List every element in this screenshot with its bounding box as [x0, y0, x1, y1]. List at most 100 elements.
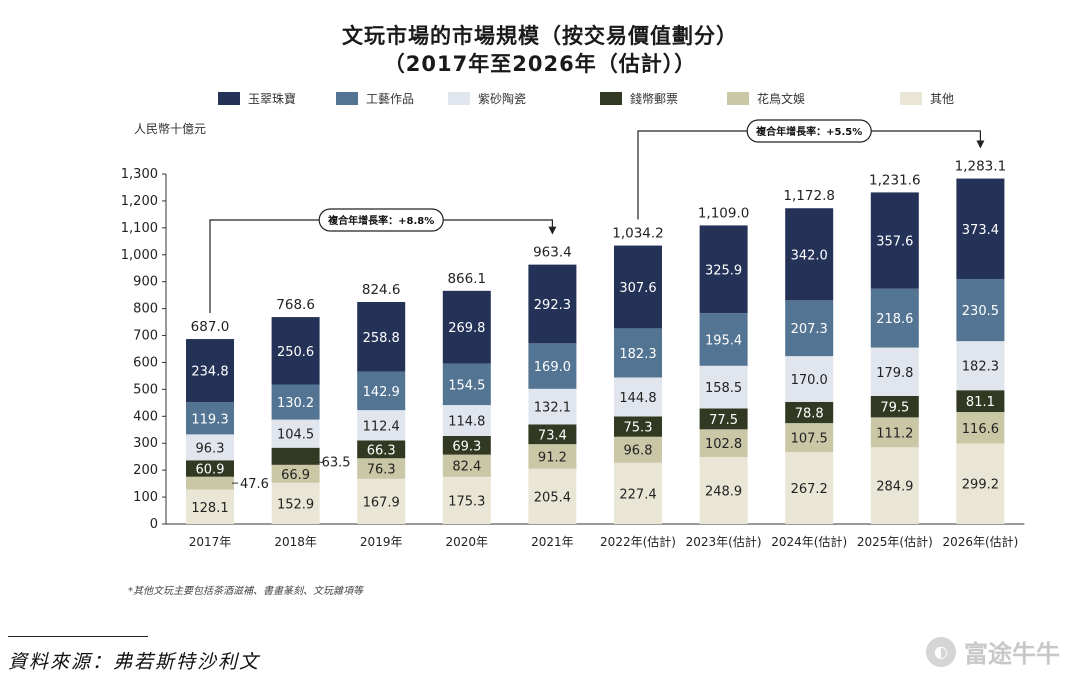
legend-item: 玉翠珠寶 — [218, 90, 296, 107]
cagr-callout-box — [318, 208, 444, 232]
bar-segment — [956, 178, 1005, 280]
bar-segment — [699, 429, 748, 457]
data-label: 179.8 — [876, 366, 913, 381]
bar-segment — [785, 452, 834, 524]
bar-segment — [614, 436, 662, 463]
legend: 玉翠珠寶 工藝作品 紫砂陶瓷 錢幣郵票 花鳥文娛 其他 — [0, 90, 1080, 110]
total-label: 1,172.8 — [783, 188, 835, 204]
y-tick-label: 600 — [133, 355, 158, 370]
bar-segment — [186, 460, 234, 477]
data-label: 73.4 — [538, 428, 567, 443]
cagr-arrowhead — [548, 226, 557, 235]
legend-swatch — [448, 92, 470, 105]
bar-segment — [614, 245, 662, 329]
cagr-arrowhead — [976, 140, 985, 149]
data-label: 96.8 — [624, 444, 653, 459]
bar-segment — [699, 313, 748, 366]
x-tick-label: 2017年 — [189, 535, 232, 549]
data-label: 102.8 — [705, 437, 742, 452]
bar-segment — [956, 390, 1005, 413]
bar-segment — [870, 395, 919, 418]
bar-segment — [357, 410, 406, 441]
data-label: 267.2 — [791, 482, 828, 497]
data-label: 169.0 — [534, 360, 571, 375]
cagr-bracket — [209, 219, 554, 314]
legend-label: 工藝作品 — [366, 92, 415, 106]
data-label: 227.4 — [619, 487, 656, 502]
footnote: *其他文玩主要包括茶酒滋補、書畫篆刻、文玩雜項等 — [128, 586, 363, 597]
bar-segment — [699, 408, 748, 430]
watermark-text: 富途牛牛 — [964, 640, 1060, 668]
legend-swatch — [218, 92, 240, 105]
x-tick-label: 2019年 — [360, 535, 403, 549]
data-label: 66.3 — [367, 443, 396, 458]
y-tick-label: 1,200 — [121, 194, 158, 209]
bar-segment — [186, 489, 234, 524]
bar-segment — [528, 468, 577, 524]
bar-segment — [442, 435, 491, 455]
y-tick-label: 800 — [133, 302, 158, 317]
bar-segment — [442, 290, 491, 364]
y-tick-label: 1,100 — [121, 221, 158, 236]
data-label: 142.9 — [363, 385, 400, 400]
data-label: 78.8 — [795, 407, 824, 422]
bar-segment — [271, 317, 320, 385]
data-label: 79.5 — [880, 401, 909, 416]
x-tick-label: 2020年 — [446, 535, 489, 549]
data-label: 144.8 — [619, 391, 656, 406]
bar-segment — [357, 458, 406, 479]
source-divider — [8, 636, 148, 637]
y-tick-label: 700 — [133, 329, 158, 344]
bar-segment — [699, 365, 748, 409]
data-label: 170.0 — [791, 373, 828, 388]
cagr-bracket — [637, 130, 982, 220]
legend-label: 錢幣郵票 — [630, 92, 679, 106]
data-label: 96.3 — [196, 441, 225, 456]
bar-segment — [614, 416, 662, 437]
bar-segment — [528, 424, 577, 445]
bar-segment — [870, 447, 919, 524]
y-tick-label: 1,000 — [121, 248, 158, 263]
legend-swatch — [900, 92, 922, 105]
data-label: 292.3 — [534, 298, 571, 313]
data-label: 167.9 — [363, 495, 400, 510]
y-tick-label: 400 — [133, 409, 158, 424]
data-label: 112.4 — [363, 419, 400, 434]
data-label: 111.2 — [876, 426, 913, 441]
y-tick-label: 100 — [133, 490, 158, 505]
bar-segment — [870, 347, 919, 396]
x-tick-label: 2021年 — [531, 535, 574, 549]
bar-segment — [956, 443, 1005, 524]
bar-segment — [528, 343, 577, 389]
data-label: 119.3 — [191, 412, 228, 427]
data-label: 76.3 — [367, 463, 396, 478]
legend-label: 紫砂陶瓷 — [478, 92, 527, 106]
data-label: 77.5 — [709, 413, 738, 428]
bar-segment — [699, 225, 748, 314]
x-tick-label: 2026年(估計) — [942, 534, 1018, 549]
bar-segment — [956, 279, 1005, 342]
chart-title: 文玩市場的市場規模（按交易價值劃分） — [342, 24, 738, 48]
bar-segment — [870, 192, 919, 289]
bar-segment — [442, 454, 491, 477]
bar-segment — [442, 363, 491, 406]
legend-item: 紫砂陶瓷 — [448, 90, 526, 107]
data-label: 132.1 — [534, 401, 571, 416]
bar-segment — [785, 300, 834, 357]
bar-segment — [785, 208, 834, 301]
total-label: 866.1 — [447, 271, 486, 287]
data-label: 218.6 — [876, 312, 913, 327]
y-tick-label: 0 — [150, 517, 158, 532]
data-label: 258.8 — [363, 331, 400, 346]
bar-segment — [785, 423, 834, 453]
legend-swatch — [600, 92, 622, 105]
bar-segment — [442, 405, 491, 436]
legend-item: 錢幣郵票 — [600, 90, 678, 107]
bar-segment — [785, 356, 834, 402]
data-label: 158.5 — [705, 381, 742, 396]
cagr-callout-text: 複合年增長率：+5.5% — [755, 125, 862, 138]
legend-item: 花鳥文娛 — [727, 90, 805, 107]
data-label: 207.3 — [791, 322, 828, 337]
y-tick-label: 1,300 — [121, 167, 158, 182]
bar-segment — [186, 339, 234, 403]
